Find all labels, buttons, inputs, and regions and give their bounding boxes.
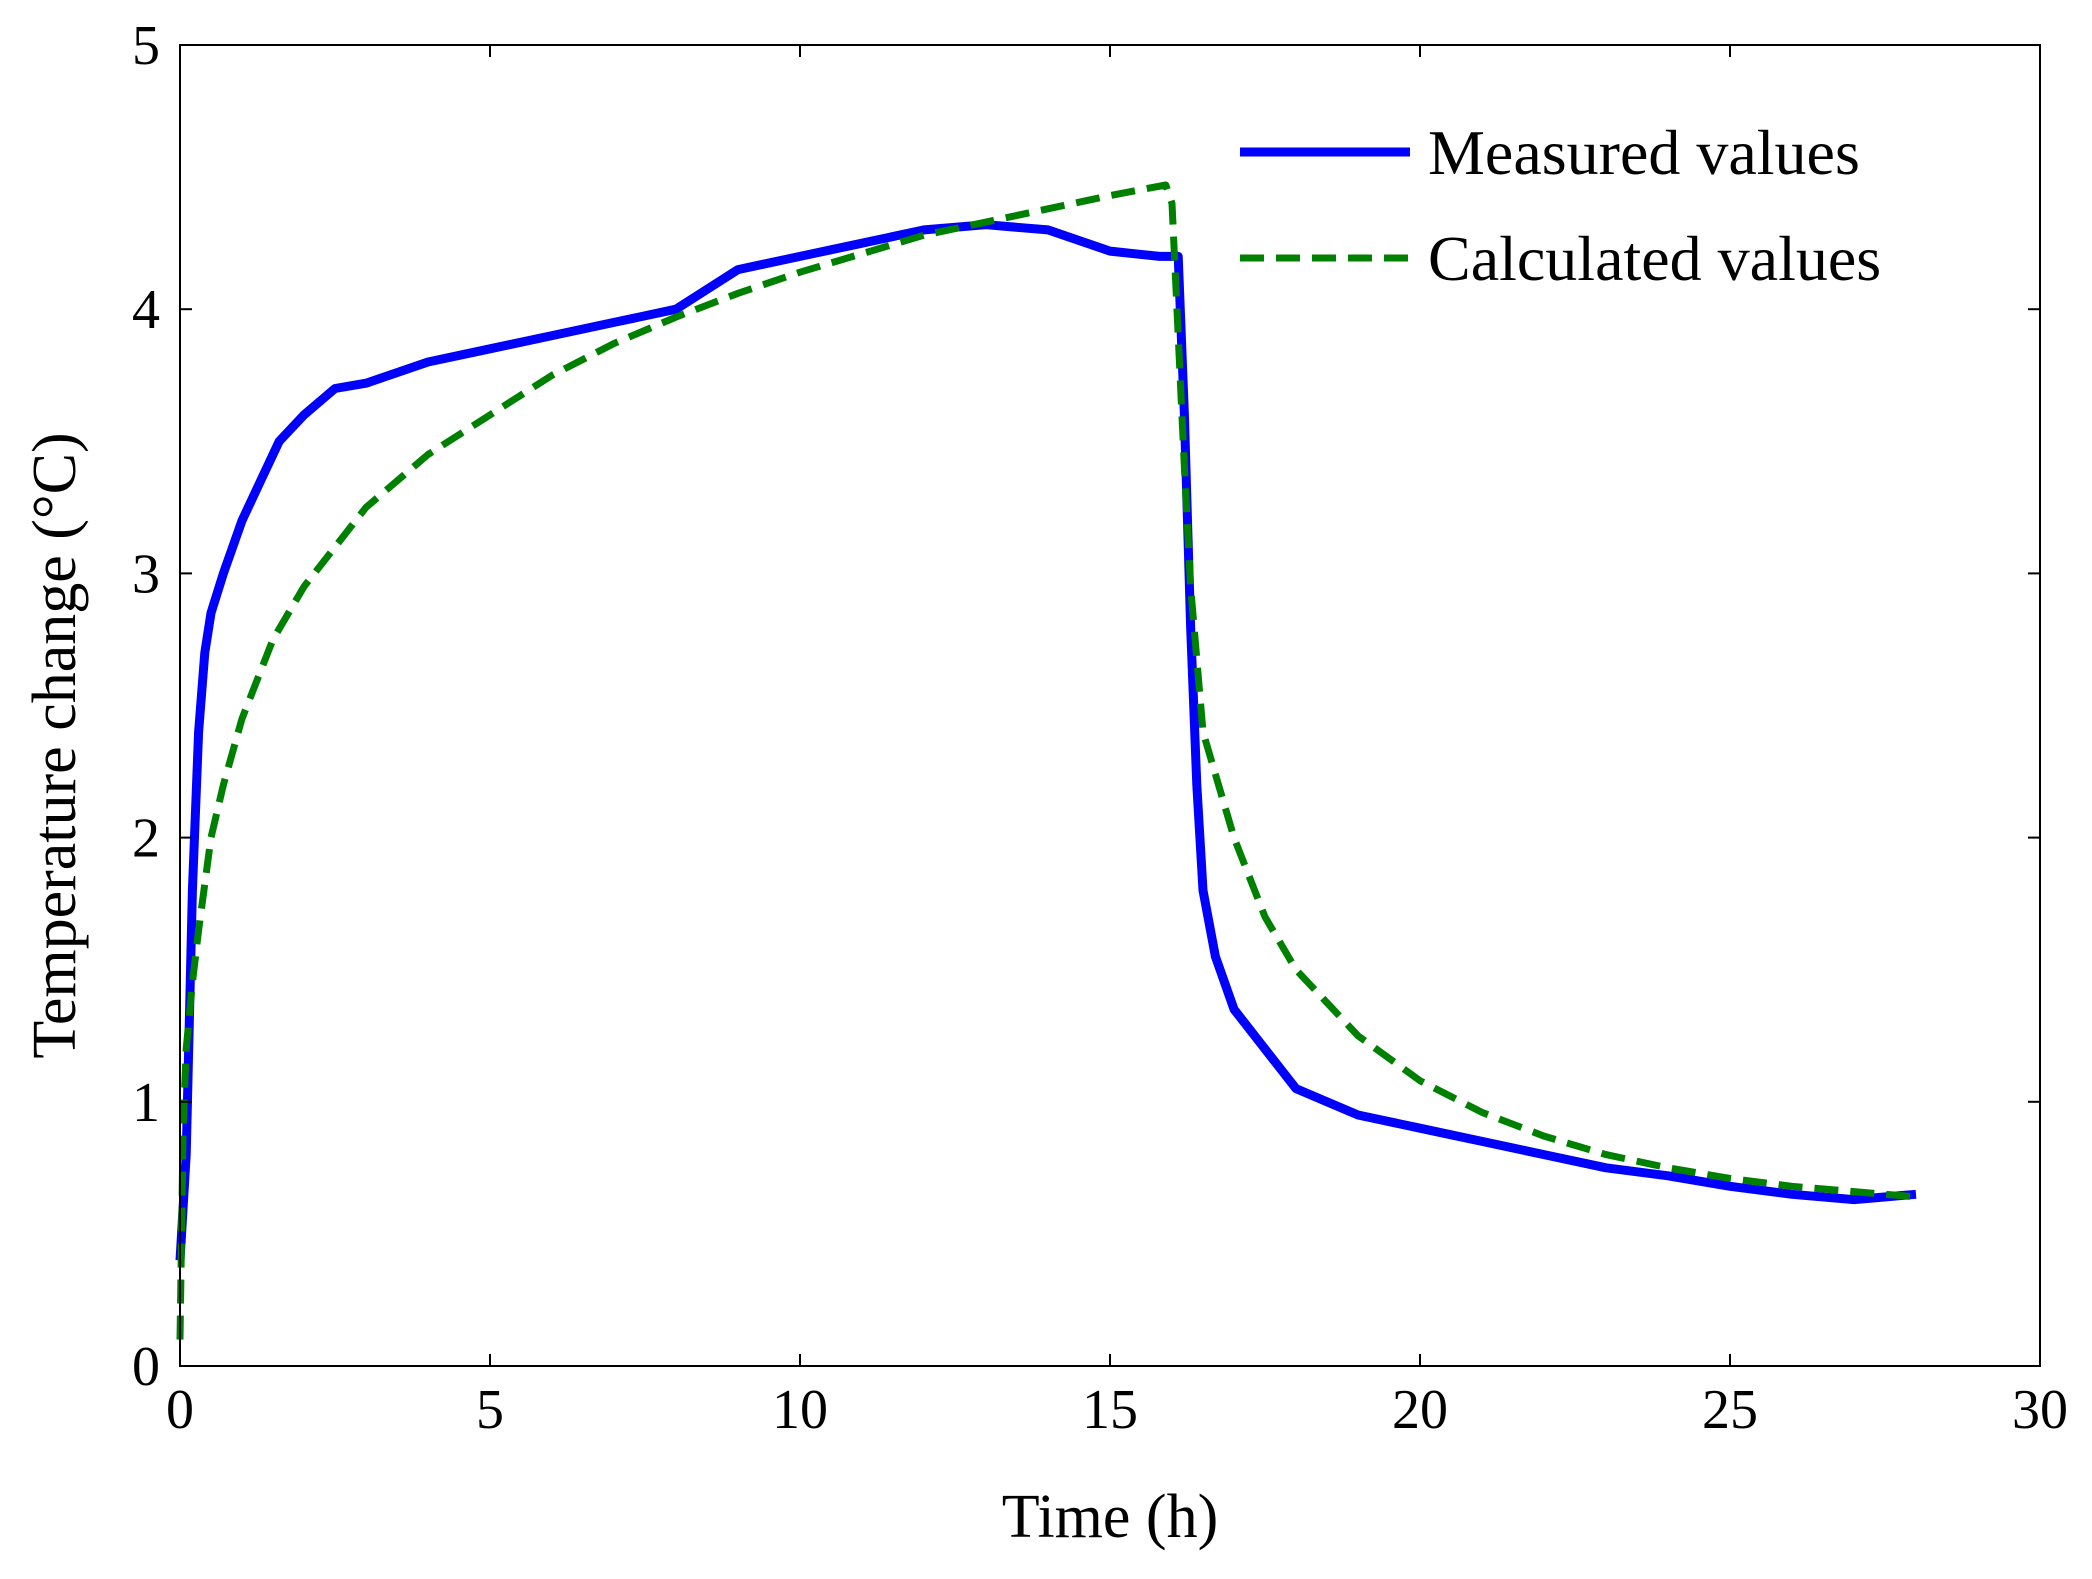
x-tick-label: 15: [1082, 1379, 1138, 1441]
series-line-measured: [175, 220, 1917, 1261]
series-layer: [175, 181, 1917, 1340]
legend-box: [1225, 95, 2005, 310]
y-tick-label: 5: [132, 15, 160, 77]
y-tick-label: 0: [132, 1336, 160, 1398]
y-tick-label: 4: [132, 279, 160, 341]
ticks-layer: [180, 45, 2040, 1366]
legend: Measured values Calculated values: [1225, 95, 2005, 310]
series-line-calculated: [176, 181, 1917, 1340]
y-tick-label: 1: [132, 1072, 160, 1134]
y-tick-label: 2: [132, 808, 160, 870]
x-tick-label: 10: [772, 1379, 828, 1441]
x-tick-label: 0: [166, 1379, 194, 1441]
y-axis-label: Temperature change (°C): [21, 432, 89, 1058]
x-tick-label: 25: [1702, 1379, 1758, 1441]
x-tick-label: 5: [476, 1379, 504, 1441]
tick-labels-layer: 0 5 10 15 20 25 30 0 1 2 3 4 5: [132, 15, 2068, 1441]
x-tick-label: 30: [2012, 1379, 2068, 1441]
legend-label-calculated: Calculated values: [1428, 223, 1881, 294]
x-axis-label: Time (h): [1002, 1483, 1218, 1551]
legend-label-measured: Measured values: [1428, 117, 1860, 188]
y-tick-label: 3: [132, 543, 160, 605]
x-tick-label: 20: [1392, 1379, 1448, 1441]
